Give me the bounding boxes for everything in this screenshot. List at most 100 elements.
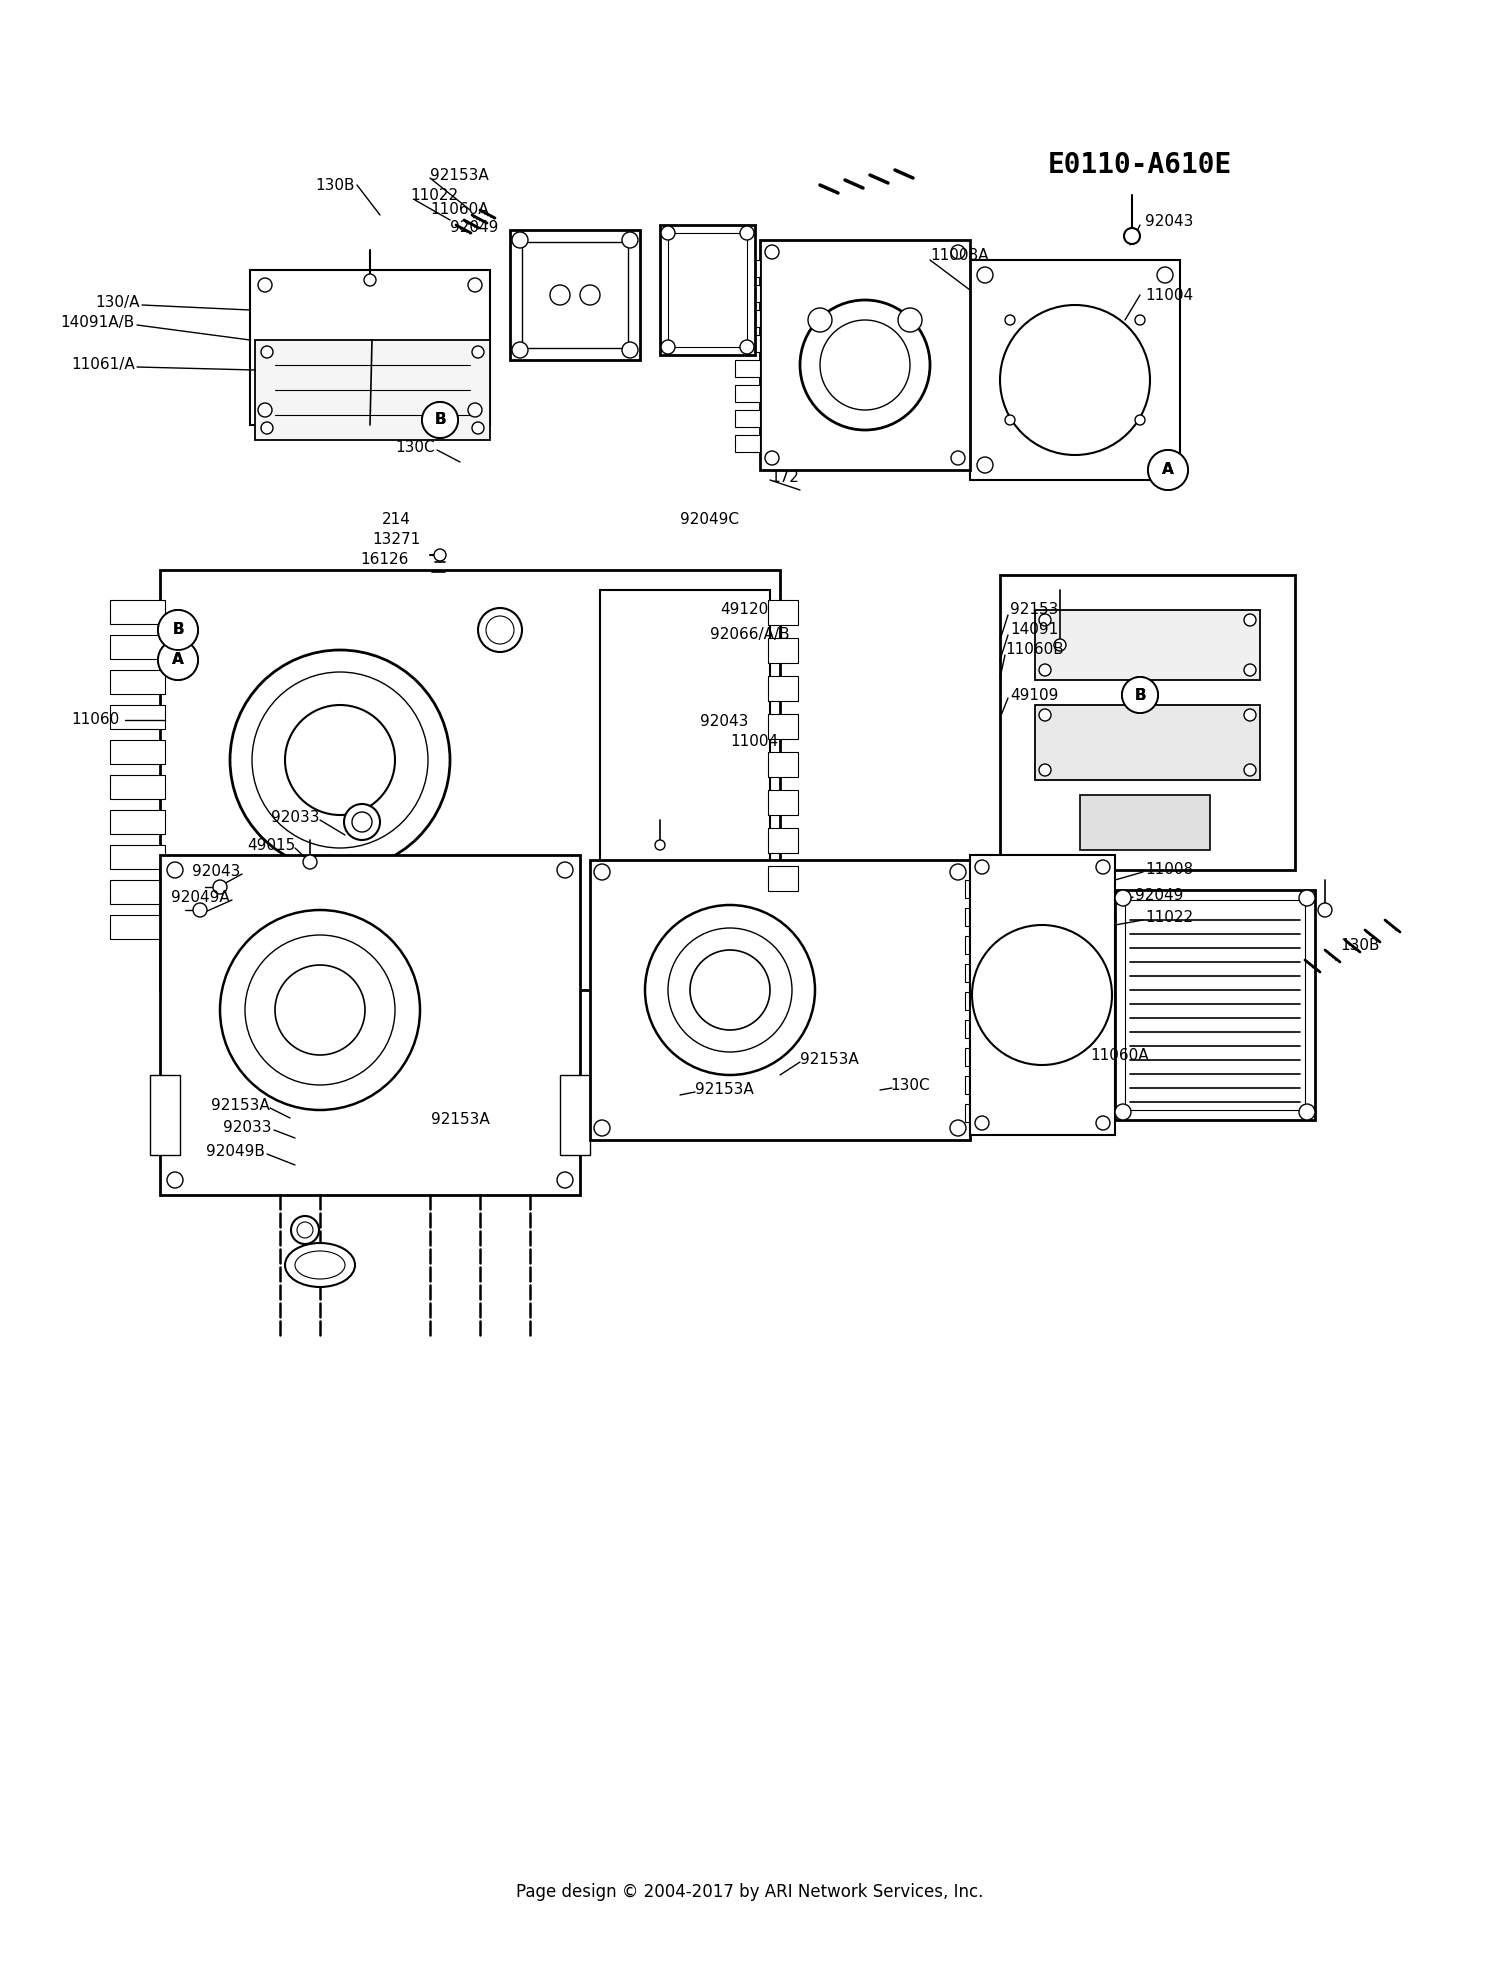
Circle shape	[468, 402, 482, 418]
Text: A: A	[172, 653, 184, 667]
Circle shape	[1114, 891, 1131, 906]
Circle shape	[821, 320, 910, 410]
Text: 11061/A: 11061/A	[72, 357, 135, 373]
Bar	[1125, 901, 1305, 1110]
Circle shape	[158, 640, 198, 681]
Circle shape	[808, 308, 832, 332]
Text: B: B	[1134, 687, 1146, 702]
Circle shape	[303, 855, 316, 869]
Circle shape	[158, 610, 198, 649]
Circle shape	[1136, 416, 1144, 426]
Circle shape	[422, 402, 458, 438]
Circle shape	[1114, 1105, 1131, 1120]
Text: 92153A: 92153A	[800, 1052, 858, 1067]
Text: 92049A: 92049A	[171, 889, 230, 904]
Bar	[1114, 891, 1316, 1120]
Circle shape	[800, 300, 930, 430]
Circle shape	[261, 422, 273, 434]
Text: 92049: 92049	[450, 220, 498, 235]
Bar	[768, 600, 798, 626]
Circle shape	[1299, 891, 1316, 906]
Text: 16126: 16126	[360, 553, 408, 567]
Circle shape	[1244, 614, 1256, 626]
Circle shape	[1122, 677, 1158, 712]
Text: A: A	[172, 653, 184, 667]
Text: B: B	[433, 412, 445, 428]
Text: 92153A: 92153A	[430, 167, 489, 182]
Circle shape	[1148, 449, 1188, 490]
Bar	[150, 1075, 180, 1156]
Text: 92043: 92043	[192, 865, 240, 879]
Circle shape	[975, 859, 988, 873]
Bar	[110, 600, 165, 624]
Bar	[735, 436, 760, 451]
Circle shape	[166, 861, 183, 879]
Circle shape	[645, 904, 814, 1075]
Bar	[110, 704, 165, 730]
Bar	[735, 385, 760, 402]
Text: 92153A: 92153A	[211, 1097, 270, 1112]
Text: 172: 172	[770, 471, 800, 485]
Circle shape	[594, 1120, 610, 1136]
Bar	[970, 855, 1114, 1134]
Circle shape	[951, 245, 964, 259]
Circle shape	[1040, 708, 1052, 720]
Bar	[964, 1075, 998, 1095]
Text: 49015: 49015	[246, 838, 296, 853]
Circle shape	[1244, 708, 1256, 720]
Bar	[964, 908, 998, 926]
Circle shape	[1040, 663, 1052, 677]
Bar	[735, 310, 760, 328]
Circle shape	[765, 451, 778, 465]
Text: 92033: 92033	[272, 810, 320, 826]
Text: 11022: 11022	[1144, 910, 1192, 926]
Text: 11008A: 11008A	[930, 247, 988, 263]
Circle shape	[1156, 457, 1173, 473]
Circle shape	[976, 457, 993, 473]
Bar	[255, 339, 490, 439]
Circle shape	[285, 704, 394, 814]
Circle shape	[344, 804, 380, 840]
Bar	[1000, 575, 1294, 869]
Bar	[110, 881, 165, 904]
Bar	[768, 638, 798, 663]
Bar	[964, 1020, 998, 1038]
Text: 14091: 14091	[1010, 622, 1059, 638]
Circle shape	[512, 341, 528, 357]
Text: 92049B: 92049B	[206, 1144, 266, 1160]
Bar	[768, 828, 798, 853]
Bar	[560, 1075, 590, 1156]
Bar	[1080, 795, 1210, 850]
Circle shape	[472, 345, 484, 357]
Circle shape	[252, 673, 428, 848]
Bar	[964, 993, 998, 1010]
Text: 92049: 92049	[1136, 887, 1184, 903]
Text: Page design © 2004-2017 by ARI Network Services, Inc.: Page design © 2004-2017 by ARI Network S…	[516, 1884, 984, 1901]
Circle shape	[1124, 228, 1140, 243]
Circle shape	[213, 881, 226, 895]
Circle shape	[898, 308, 922, 332]
Text: 49120: 49120	[720, 602, 768, 618]
Ellipse shape	[285, 1244, 356, 1287]
Ellipse shape	[296, 1252, 345, 1279]
Bar	[735, 261, 760, 277]
Circle shape	[1148, 449, 1188, 490]
Bar	[110, 914, 165, 940]
Circle shape	[1040, 763, 1052, 777]
Bar	[110, 740, 165, 763]
Circle shape	[158, 640, 198, 681]
Circle shape	[468, 279, 482, 292]
Text: 11060A: 11060A	[1090, 1048, 1149, 1063]
Circle shape	[364, 275, 376, 286]
Text: 130C: 130C	[396, 441, 435, 455]
Bar	[160, 855, 580, 1195]
Bar	[964, 936, 998, 954]
Circle shape	[258, 279, 272, 292]
Circle shape	[976, 267, 993, 283]
Circle shape	[297, 1222, 314, 1238]
Text: 11004: 11004	[1144, 288, 1192, 302]
Circle shape	[594, 863, 610, 881]
Circle shape	[622, 232, 638, 247]
Circle shape	[1005, 316, 1016, 326]
Text: 13271: 13271	[372, 532, 420, 547]
